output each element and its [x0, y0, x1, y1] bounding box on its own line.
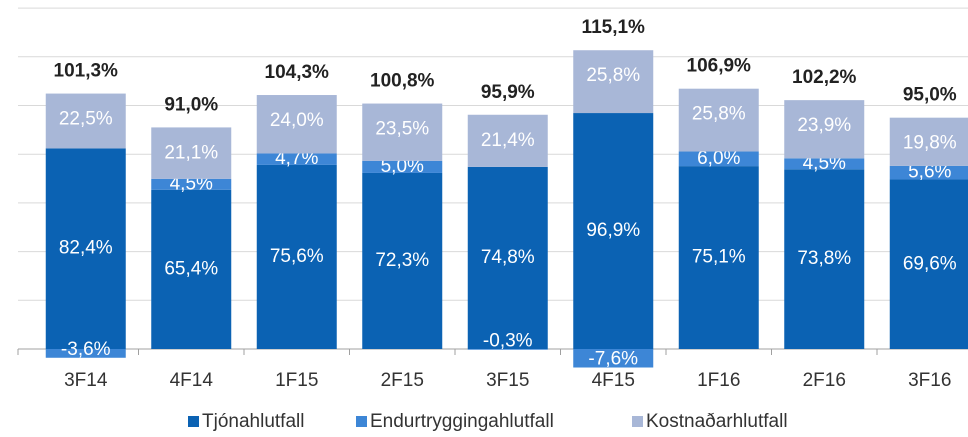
value-label: 25,8%: [692, 104, 746, 125]
value-label: 72,3%: [375, 250, 429, 271]
bar-segment: [256, 95, 337, 154]
total-label: 95,0%: [903, 85, 957, 106]
bar-segment: [256, 164, 337, 349]
value-label: 82,4%: [59, 238, 113, 259]
bar-segment: [467, 166, 548, 349]
value-label: -3,6%: [61, 339, 111, 360]
value-label: 22,5%: [59, 109, 113, 130]
bar-segment: [45, 349, 126, 358]
total-label: 91,0%: [164, 94, 218, 115]
x-tick-label: 3F14: [64, 370, 108, 391]
legend-swatch: [188, 416, 199, 427]
value-label: 23,5%: [375, 119, 429, 140]
bar-segment: [45, 93, 126, 149]
value-label: 65,4%: [164, 258, 218, 279]
bar-segment: [151, 127, 232, 179]
value-label: 19,8%: [903, 133, 957, 154]
bar-segment: [889, 179, 968, 349]
bar-segment: [678, 166, 759, 349]
bar-segment: [467, 114, 548, 167]
total-label: 102,2%: [792, 67, 857, 88]
value-label: 73,8%: [797, 248, 851, 269]
value-label: 75,6%: [270, 246, 324, 267]
legend-swatch: [632, 416, 643, 427]
total-label: 106,9%: [687, 56, 752, 77]
bar-segment: [889, 165, 968, 180]
x-tick-label: 3F15: [486, 370, 529, 391]
x-tick-label: 2F16: [803, 370, 846, 391]
total-label: 115,1%: [582, 17, 645, 38]
bar-segment: [784, 100, 865, 159]
value-label: 75,1%: [692, 247, 746, 268]
total-label: 100,8%: [370, 71, 435, 92]
bar-segment: [256, 153, 337, 165]
bar-segment: [784, 169, 865, 349]
bar-segment: [573, 113, 654, 350]
bar-segment: [573, 349, 654, 368]
value-label: -0,3%: [483, 331, 533, 352]
value-label: 5,6%: [908, 162, 951, 183]
bar-segment: [362, 160, 443, 173]
value-label: 24,0%: [270, 110, 324, 131]
x-tick-label: 1F15: [275, 370, 318, 391]
x-tick-label: 1F16: [697, 370, 740, 391]
legend-label: Kostnaðarhlutfall: [646, 411, 788, 432]
bar-segment: [45, 148, 126, 349]
x-tick-label: 4F15: [592, 370, 635, 391]
legend-label: Endurtryggingahlutfall: [370, 411, 554, 432]
legend-swatch: [356, 416, 367, 427]
bar-segment: [573, 50, 654, 114]
value-label: 21,4%: [481, 130, 535, 151]
bar-segment: [467, 349, 548, 350]
value-label: 74,8%: [481, 247, 535, 268]
value-label: 21,1%: [164, 142, 218, 163]
value-label: 5,0%: [381, 156, 424, 177]
legend-label: Tjónahlutfall: [202, 411, 304, 432]
value-label: 23,9%: [797, 115, 851, 136]
bar-segment: [151, 178, 232, 190]
bar-segment: [362, 172, 443, 349]
total-label: 104,3%: [265, 62, 330, 83]
bar-segment: [678, 88, 759, 152]
bar-segment: [889, 117, 968, 166]
value-label: 69,6%: [903, 253, 957, 274]
value-label: 25,8%: [586, 65, 640, 86]
value-label: 96,9%: [586, 220, 640, 241]
x-tick-label: 4F14: [170, 370, 214, 391]
total-label: 101,3%: [54, 61, 119, 82]
bar-segment: [362, 103, 443, 161]
total-label: 95,9%: [481, 82, 535, 103]
bar-segment: [678, 151, 759, 167]
x-tick-label: 2F15: [381, 370, 424, 391]
value-label: -7,6%: [588, 349, 638, 370]
x-tick-label: 3F16: [908, 370, 951, 391]
bar-segment: [151, 189, 232, 349]
value-label: 6,0%: [697, 148, 740, 169]
bar-segment: [784, 158, 865, 170]
